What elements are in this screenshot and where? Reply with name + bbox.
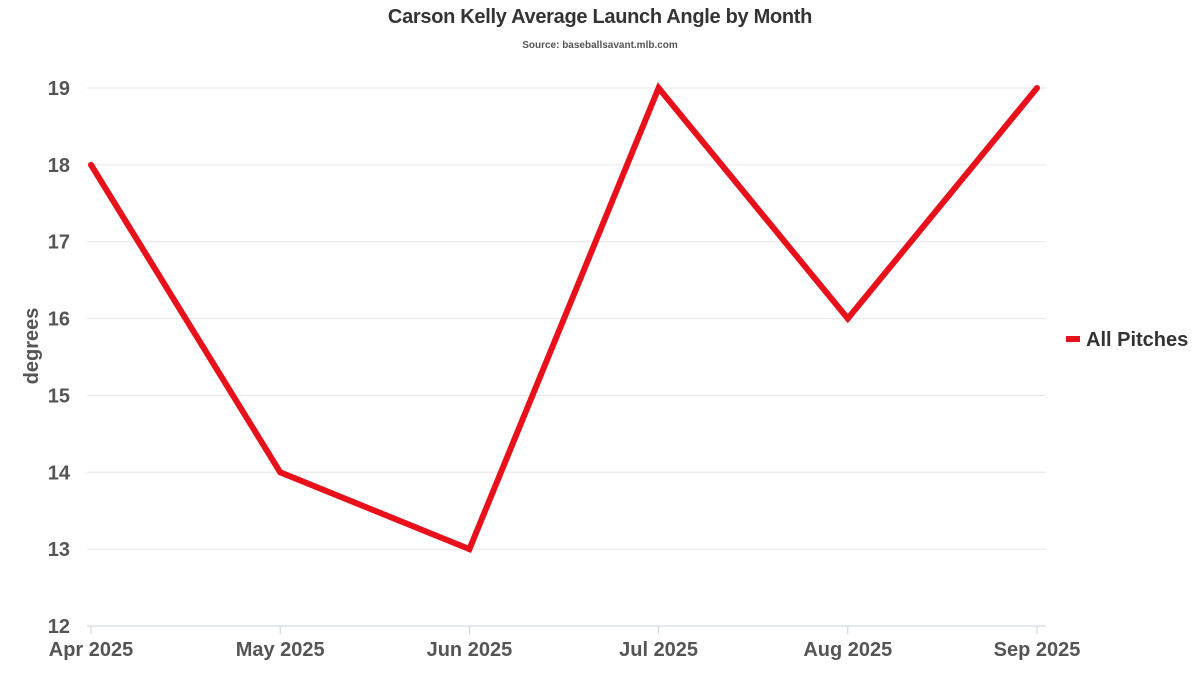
series-lines <box>88 82 1040 554</box>
x-tick-label: Jun 2025 <box>427 639 513 661</box>
axes: 12 13 14 15 16 17 18 19 Apr 2025 May 2025 Jun 2025… <box>48 78 1081 661</box>
x-tick-label: May 2025 <box>236 639 325 661</box>
y-tick-label: 17 <box>48 232 70 254</box>
y-tick-label: 16 <box>48 309 70 331</box>
data-point[interactable] <box>844 315 851 322</box>
data-point[interactable] <box>1034 85 1040 91</box>
x-tick-label: Apr 2025 <box>49 639 134 661</box>
data-point[interactable] <box>277 469 284 476</box>
legend[interactable]: All Pitches <box>1066 329 1188 351</box>
x-tick-label: Jul 2025 <box>619 639 698 661</box>
chart-subtitle: Source: baseballsavant.mlb.com <box>522 40 678 51</box>
y-tick-label: 18 <box>48 155 70 177</box>
chart-title: Carson Kelly Average Launch Angle by Mon… <box>387 6 813 28</box>
y-tick-label: 12 <box>48 616 70 638</box>
x-tick-label: Aug 2025 <box>803 639 892 661</box>
y-tick-label: 15 <box>48 385 70 407</box>
y-tick-label: 14 <box>48 462 71 484</box>
y-tick-label: 13 <box>48 539 70 561</box>
data-point[interactable] <box>88 161 94 168</box>
data-point[interactable] <box>466 546 473 553</box>
data-point[interactable] <box>655 85 662 91</box>
x-tick-label: Sep 2025 <box>994 639 1081 661</box>
y-axis-title: degrees <box>21 308 43 385</box>
series-line[interactable] <box>88 82 1040 554</box>
legend-label: All Pitches <box>1086 329 1188 351</box>
y-tick-label: 19 <box>48 78 70 100</box>
